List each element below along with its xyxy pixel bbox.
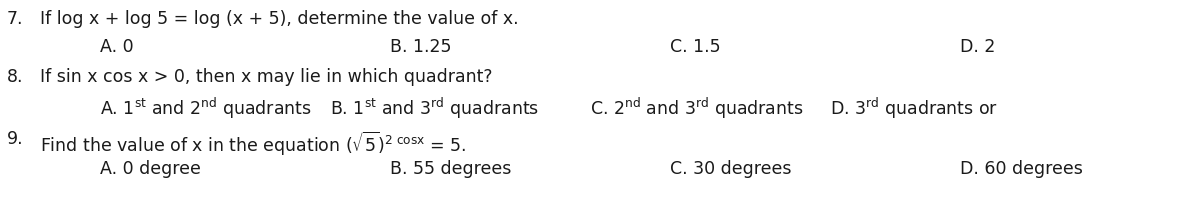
Text: D. 2: D. 2 [960, 38, 995, 56]
Text: B. 55 degrees: B. 55 degrees [390, 159, 511, 177]
Text: 8.: 8. [7, 68, 24, 86]
Text: C. 2$^{\mathregular{nd}}$ and 3$^{\mathregular{rd}}$ quadrants: C. 2$^{\mathregular{nd}}$ and 3$^{\mathr… [590, 96, 804, 121]
Text: 9.: 9. [7, 129, 24, 147]
Text: C. 1.5: C. 1.5 [670, 38, 721, 56]
Text: D. 60 degrees: D. 60 degrees [960, 159, 1082, 177]
Text: If sin x cos x > 0, then x may lie in which quadrant?: If sin x cos x > 0, then x may lie in wh… [40, 68, 492, 86]
Text: A. 1$^{\mathregular{st}}$ and 2$^{\mathregular{nd}}$ quadrants: A. 1$^{\mathregular{st}}$ and 2$^{\mathr… [100, 96, 312, 121]
Text: B. 1$^{\mathregular{st}}$ and 3$^{\mathregular{rd}}$ quadrants: B. 1$^{\mathregular{st}}$ and 3$^{\mathr… [330, 96, 539, 121]
Text: D. 3$^{\mathregular{rd}}$ quadrants or: D. 3$^{\mathregular{rd}}$ quadrants or [830, 96, 998, 121]
Text: If log x + log 5 = log (x + 5), determine the value of x.: If log x + log 5 = log (x + 5), determin… [40, 10, 518, 28]
Text: A. 0: A. 0 [100, 38, 133, 56]
Text: 7.: 7. [7, 10, 24, 28]
Text: Find the value of x in the equation ($\sqrt{5}$)$^{2\ \mathregular{cos x}}$ = 5.: Find the value of x in the equation ($\s… [40, 129, 467, 157]
Text: A. 0 degree: A. 0 degree [100, 159, 200, 177]
Text: C. 30 degrees: C. 30 degrees [670, 159, 792, 177]
Text: B. 1.25: B. 1.25 [390, 38, 451, 56]
